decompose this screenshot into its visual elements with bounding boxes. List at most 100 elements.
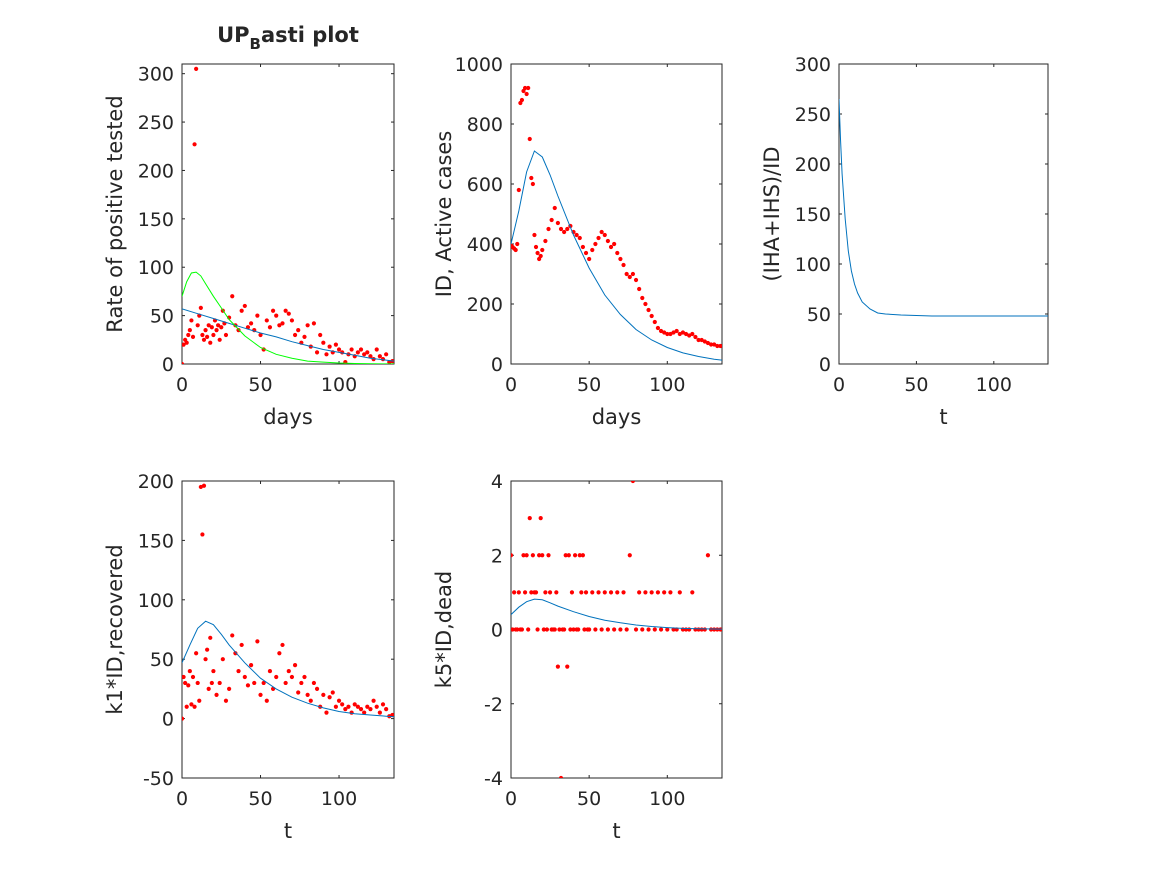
data-point — [579, 590, 584, 595]
data-point — [384, 706, 389, 712]
data-point — [277, 323, 282, 328]
y-tick-label: 200 — [138, 160, 174, 182]
data-point — [239, 642, 244, 648]
data-point — [580, 553, 585, 558]
data-point — [252, 680, 257, 686]
x-tick-label: 0 — [833, 374, 845, 396]
data-point — [552, 205, 557, 211]
data-point — [189, 318, 194, 323]
data-point — [546, 226, 551, 232]
data-point — [255, 313, 260, 318]
data-point — [699, 337, 704, 343]
data-point — [533, 244, 539, 250]
y-tick-label: -4 — [484, 768, 503, 790]
data-point — [615, 590, 620, 595]
axes-box — [181, 480, 395, 779]
data-point — [184, 704, 189, 709]
data-point — [605, 627, 611, 632]
data-point — [566, 553, 571, 558]
data-point — [621, 262, 626, 268]
y-tick-label: 150 — [138, 530, 174, 552]
data-point — [702, 627, 707, 632]
data-point — [612, 627, 617, 632]
data-point — [568, 627, 573, 632]
x-tick-label: 0 — [176, 374, 188, 396]
data-point — [192, 142, 197, 147]
data-point — [576, 627, 581, 632]
data-point — [187, 328, 192, 333]
data-point — [324, 710, 329, 715]
data-point — [236, 668, 241, 674]
data-point — [217, 680, 222, 686]
data-point — [384, 352, 389, 357]
data-point — [702, 339, 707, 344]
data-point — [599, 627, 604, 632]
data-point — [624, 271, 629, 277]
data-point — [557, 627, 562, 632]
data-point — [214, 692, 219, 697]
data-point — [223, 698, 229, 703]
data-point — [680, 330, 686, 335]
data-point — [690, 331, 695, 337]
data-point — [658, 627, 664, 632]
plot-area — [182, 66, 394, 364]
data-point — [652, 319, 657, 325]
data-point — [187, 668, 192, 674]
data-point — [540, 247, 545, 253]
series-line — [182, 308, 394, 362]
x-tick-label: 100 — [649, 374, 685, 396]
plot-area — [511, 85, 722, 361]
data-point — [549, 217, 554, 223]
data-point — [245, 683, 251, 688]
data-point — [365, 704, 370, 709]
x-tick-label: 50 — [577, 788, 601, 810]
data-point — [587, 627, 592, 632]
data-point — [230, 633, 235, 638]
data-point — [618, 256, 623, 262]
data-point — [200, 532, 205, 537]
data-point — [646, 627, 651, 632]
data-point — [302, 334, 307, 340]
data-point — [515, 627, 520, 632]
data-point — [289, 318, 295, 323]
y-tick-label: 0 — [819, 354, 831, 376]
data-point — [308, 698, 313, 703]
x-tick-label: 100 — [976, 374, 1012, 396]
data-point — [289, 674, 295, 680]
data-point — [220, 657, 225, 662]
data-point — [596, 235, 601, 241]
y-tick-label: 300 — [138, 64, 174, 86]
y-axis-label: Rate of positive tested — [103, 95, 127, 332]
data-point — [527, 136, 532, 142]
data-point — [637, 590, 642, 595]
y-tick-label: 100 — [795, 254, 831, 276]
data-point — [377, 710, 382, 715]
data-point — [198, 305, 203, 310]
data-point — [522, 590, 528, 595]
data-point — [718, 343, 722, 349]
data-point — [524, 91, 529, 97]
data-point — [327, 344, 332, 349]
data-point — [374, 704, 379, 709]
data-point — [274, 313, 279, 318]
data-point — [267, 668, 273, 674]
data-point — [362, 352, 367, 357]
data-point — [511, 553, 514, 558]
data-point — [640, 295, 645, 301]
data-point — [203, 657, 208, 662]
subplot-p3: 0 50 100 0 50 100 150 200 250 300 t (IHA+IHS)/ID — [760, 54, 1049, 429]
data-point — [690, 590, 695, 595]
y-tick-label: 0 — [491, 354, 503, 376]
data-point — [590, 247, 595, 253]
data-point — [640, 627, 645, 632]
y-tick-label: 0 — [162, 709, 174, 731]
data-point — [538, 516, 543, 521]
data-point — [299, 680, 304, 686]
data-point — [192, 704, 197, 709]
y-tick-label: 4 — [491, 471, 503, 493]
data-point — [283, 680, 288, 686]
data-point — [194, 66, 199, 71]
data-point — [296, 690, 301, 695]
data-point — [242, 674, 247, 680]
